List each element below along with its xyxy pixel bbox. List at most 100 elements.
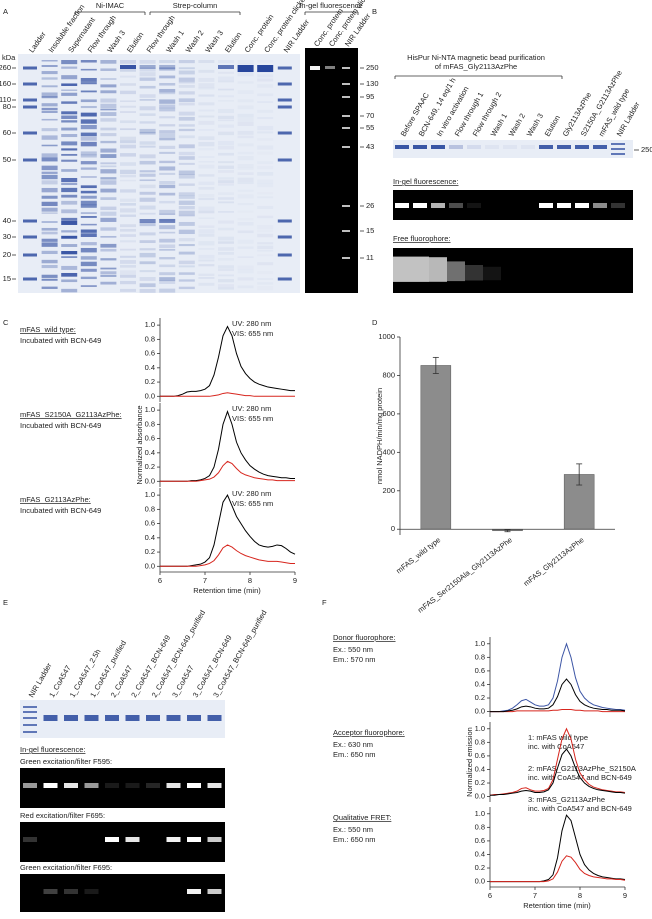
band [257,225,273,229]
band [159,209,176,214]
band [41,238,58,242]
legend-entry: VIS: 655 nm [232,499,273,508]
band [159,244,176,249]
band [198,210,215,214]
chart-note: Ex.: 630 nm [333,740,373,749]
series-line [490,678,626,713]
series-line [160,392,295,397]
band [80,161,97,165]
band [342,96,350,98]
band [139,173,156,177]
marker-label: 160 [0,79,11,88]
band [41,195,58,199]
marker-label: 70 [366,111,374,120]
band [41,157,58,162]
band [238,99,254,102]
band [41,212,58,214]
band [159,60,176,64]
band [198,141,215,147]
band [277,253,292,257]
band [238,143,254,146]
band [23,66,37,70]
band [238,118,254,122]
band [575,203,589,208]
band [310,66,320,70]
y-tick-label: 0.0 [475,707,485,716]
y-tick-label: 0 [391,524,395,533]
band [100,148,117,153]
band [41,180,58,185]
band [178,151,195,156]
legend-entry: UV: 280 nm [232,319,271,328]
band [413,203,427,208]
band [159,75,176,79]
band [159,124,176,127]
band [178,260,195,265]
band [41,107,58,111]
band [238,114,254,118]
band [178,98,195,103]
band [80,190,97,194]
band [120,83,136,86]
band [218,145,234,150]
band [139,85,156,89]
band [139,277,156,281]
band [41,274,58,278]
band [257,101,273,103]
band [23,253,37,257]
marker-label: 15 [3,274,11,283]
band [198,282,215,286]
band [159,166,176,171]
band [431,203,445,208]
band [23,131,37,135]
band [159,172,176,175]
band [43,889,58,894]
band [178,251,195,255]
band [178,192,195,197]
band [178,195,195,199]
band [207,889,222,894]
band [198,110,214,112]
band [100,206,117,211]
marker-label: 26 [366,201,374,210]
band [198,186,215,190]
band [187,783,201,788]
band [238,203,254,205]
group-header: Strep-column [173,1,218,10]
band [100,271,117,275]
band [503,145,517,149]
band [120,68,136,72]
band [100,180,117,185]
band [120,90,136,95]
band [178,60,195,64]
panel-label: B [372,7,377,16]
band [238,218,254,220]
band [120,234,136,237]
band [218,258,234,261]
band [80,185,97,189]
x-tick-label: 8 [578,891,582,900]
band [139,60,156,64]
band [139,212,156,215]
band [198,225,215,228]
band [485,145,499,149]
chart-label: Donor fluorophore: [333,633,396,642]
band [257,278,273,280]
band [146,783,160,788]
band [342,67,350,69]
band [159,92,176,95]
band [61,127,78,131]
chart-label: mFAS_wild type: [20,325,76,334]
band [238,72,254,76]
band [100,243,117,248]
section-label: In-gel fluorescence: [20,745,85,754]
section-label: Free fluorophore: [393,234,451,243]
bar [420,365,452,530]
band [218,80,234,83]
band [41,96,58,99]
band [139,154,156,159]
band [61,200,78,205]
glow [429,257,447,282]
band [139,240,156,244]
band [218,268,234,272]
